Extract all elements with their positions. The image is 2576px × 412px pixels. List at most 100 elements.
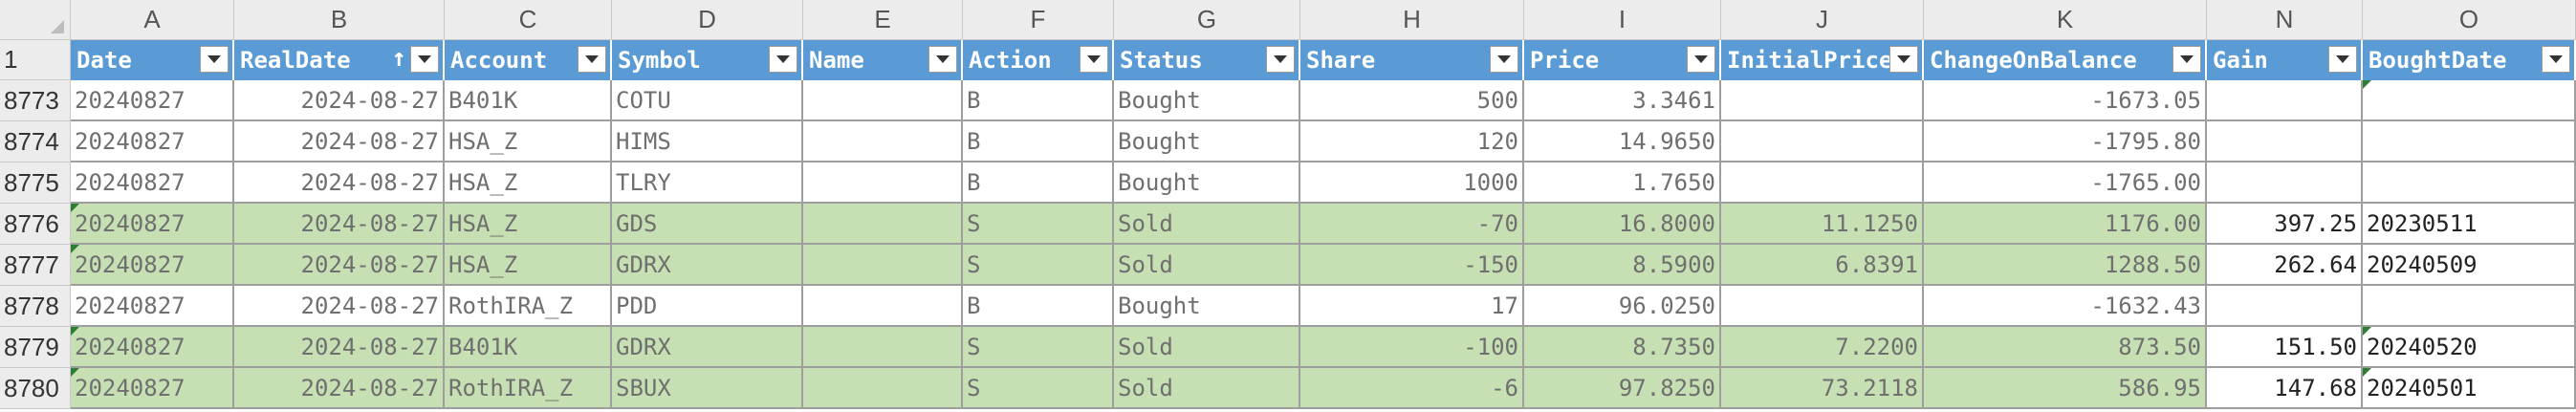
row-header[interactable]: 8780 <box>0 368 71 409</box>
table-cell[interactable]: 500 <box>1300 80 1524 121</box>
table-cell[interactable]: 262.64 <box>2207 245 2363 286</box>
row-header[interactable]: 8776 <box>0 204 71 245</box>
table-cell[interactable]: 2024-08-27 <box>234 204 445 245</box>
filter-dropdown-icon[interactable] <box>2328 46 2357 73</box>
row-header[interactable]: 8778 <box>0 286 71 327</box>
filter-dropdown-icon[interactable] <box>200 46 229 73</box>
table-cell[interactable]: B <box>963 163 1114 204</box>
table-cell[interactable]: B <box>963 286 1114 327</box>
table-cell[interactable] <box>803 368 963 409</box>
table-cell[interactable]: -1673.05 <box>1924 80 2207 121</box>
filter-dropdown-icon[interactable] <box>1080 46 1108 73</box>
table-cell[interactable]: RothIRA_Z <box>445 368 612 409</box>
table-cell[interactable]: -150 <box>1300 245 1524 286</box>
table-cell[interactable] <box>803 204 963 245</box>
table-cell[interactable]: S <box>963 245 1114 286</box>
table-cell[interactable]: 1000 <box>1300 163 1524 204</box>
table-cell[interactable]: 3.3461 <box>1524 80 1721 121</box>
table-cell[interactable]: Sold <box>1114 327 1300 368</box>
table-cell[interactable]: -100 <box>1300 327 1524 368</box>
table-header-symbol[interactable]: Symbol <box>612 40 803 80</box>
table-cell[interactable]: SBUX <box>612 368 803 409</box>
table-cell[interactable]: Sold <box>1114 245 1300 286</box>
table-cell[interactable]: 20240827 <box>71 368 234 409</box>
filter-dropdown-icon[interactable] <box>928 46 957 73</box>
table-cell[interactable]: S <box>963 204 1114 245</box>
table-cell[interactable]: 1288.50 <box>1924 245 2207 286</box>
filter-dropdown-icon[interactable] <box>1687 46 1715 73</box>
table-cell[interactable]: 873.50 <box>1924 327 2207 368</box>
table-cell[interactable]: 17 <box>1300 286 1524 327</box>
filter-dropdown-icon[interactable] <box>2542 46 2570 73</box>
table-cell[interactable]: 120 <box>1300 121 1524 163</box>
table-cell[interactable] <box>2207 286 2363 327</box>
table-cell[interactable] <box>803 80 963 121</box>
table-cell[interactable]: GDRX <box>612 245 803 286</box>
table-cell[interactable] <box>2363 121 2576 163</box>
filter-dropdown-icon[interactable] <box>769 46 797 73</box>
table-cell[interactable]: 7.2200 <box>1721 327 1924 368</box>
column-header-b[interactable]: B <box>234 0 445 40</box>
table-cell[interactable]: 6.8391 <box>1721 245 1924 286</box>
column-header-c[interactable]: C <box>445 0 612 40</box>
table-cell[interactable]: Bought <box>1114 286 1300 327</box>
row-header[interactable]: 8775 <box>0 163 71 204</box>
table-cell[interactable]: 397.25 <box>2207 204 2363 245</box>
column-header-g[interactable]: G <box>1114 0 1300 40</box>
table-cell[interactable]: 1.7650 <box>1524 163 1721 204</box>
table-cell[interactable] <box>803 245 963 286</box>
table-cell[interactable]: 20240501 <box>2363 368 2576 409</box>
table-cell[interactable]: 97.8250 <box>1524 368 1721 409</box>
table-cell[interactable]: 96.0250 <box>1524 286 1721 327</box>
table-cell[interactable]: 2024-08-27 <box>234 368 445 409</box>
select-all-corner[interactable] <box>0 0 71 40</box>
table-cell[interactable]: -1632.43 <box>1924 286 2207 327</box>
table-header-name[interactable]: Name <box>803 40 963 80</box>
table-cell[interactable] <box>803 121 963 163</box>
table-cell[interactable]: 2024-08-27 <box>234 121 445 163</box>
table-cell[interactable] <box>803 286 963 327</box>
table-cell[interactable]: 8.7350 <box>1524 327 1721 368</box>
table-cell[interactable]: -70 <box>1300 204 1524 245</box>
table-cell[interactable]: 2024-08-27 <box>234 286 445 327</box>
table-cell[interactable]: 2024-08-27 <box>234 80 445 121</box>
table-cell[interactable]: GDS <box>612 204 803 245</box>
table-cell[interactable]: 20240827 <box>71 80 234 121</box>
row-header[interactable]: 8774 <box>0 121 71 163</box>
table-cell[interactable]: HSA_Z <box>445 245 612 286</box>
table-cell[interactable]: 20240520 <box>2363 327 2576 368</box>
filter-dropdown-icon[interactable] <box>2172 46 2201 73</box>
table-cell[interactable] <box>803 163 963 204</box>
table-cell[interactable]: B <box>963 80 1114 121</box>
column-header-f[interactable]: F <box>963 0 1114 40</box>
table-cell[interactable]: 2024-08-27 <box>234 163 445 204</box>
filter-dropdown-icon[interactable] <box>578 46 606 73</box>
table-header-status[interactable]: Status <box>1114 40 1300 80</box>
row-header[interactable]: 8773 <box>0 80 71 121</box>
table-cell[interactable]: Sold <box>1114 368 1300 409</box>
column-header-h[interactable]: H <box>1300 0 1524 40</box>
table-cell[interactable]: 20230511 <box>2363 204 2576 245</box>
table-cell[interactable]: 20240827 <box>71 204 234 245</box>
table-header-account[interactable]: Account <box>445 40 612 80</box>
table-cell[interactable]: 1176.00 <box>1924 204 2207 245</box>
table-cell[interactable]: 20240827 <box>71 121 234 163</box>
table-cell[interactable]: -1765.00 <box>1924 163 2207 204</box>
table-cell[interactable]: Bought <box>1114 121 1300 163</box>
table-cell[interactable] <box>2363 163 2576 204</box>
table-cell[interactable]: 14.9650 <box>1524 121 1721 163</box>
table-cell[interactable] <box>1721 163 1924 204</box>
table-cell[interactable]: Bought <box>1114 163 1300 204</box>
table-cell[interactable]: -1795.80 <box>1924 121 2207 163</box>
table-cell[interactable]: RothIRA_Z <box>445 286 612 327</box>
table-cell[interactable]: 16.8000 <box>1524 204 1721 245</box>
table-header-initialprice[interactable]: InitialPrice <box>1721 40 1924 80</box>
table-header-realdate[interactable]: RealDate ↑ <box>234 40 445 80</box>
column-header-d[interactable]: D <box>612 0 803 40</box>
table-cell[interactable]: 8.5900 <box>1524 245 1721 286</box>
table-cell[interactable]: 20240827 <box>71 163 234 204</box>
row-header-1[interactable]: 1 <box>0 40 71 80</box>
table-cell[interactable]: S <box>963 368 1114 409</box>
table-cell[interactable]: Bought <box>1114 80 1300 121</box>
table-cell[interactable]: COTU <box>612 80 803 121</box>
